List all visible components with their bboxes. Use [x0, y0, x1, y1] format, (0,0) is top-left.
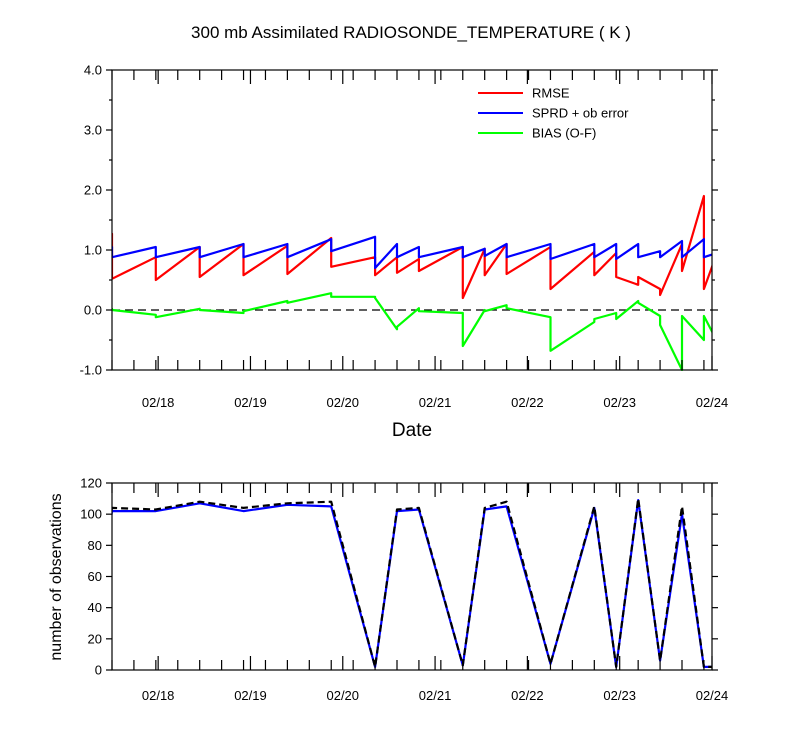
legend-label: BIAS (O-F): [532, 126, 596, 141]
top-plot-area: [112, 194, 712, 371]
x-tick-label: 02/21: [419, 395, 452, 410]
x-axis-label: Date: [392, 420, 432, 441]
series-line-possible: [112, 497, 712, 669]
y-tick-label: 40: [88, 600, 102, 615]
x-tick-label: 02/21: [419, 688, 452, 703]
x-tick-label: 02/18: [142, 688, 175, 703]
y-tick-label: 3.0: [84, 123, 102, 138]
x-tick-label: 02/19: [234, 395, 267, 410]
x-tick-label: 02/23: [603, 688, 636, 703]
y-tick-label: 60: [88, 569, 102, 584]
bottom-plot-area: [112, 497, 712, 669]
y-tick-label: 0: [95, 663, 102, 678]
legend-label: RMSE: [532, 86, 570, 101]
x-tick-label: 02/23: [603, 395, 636, 410]
y-tick-label: 80: [88, 538, 102, 553]
x-tick-label: 02/22: [511, 395, 544, 410]
top-y-axis: -1.0 0.0 1.0 2.0 3.0 4.0: [80, 63, 718, 378]
top-chart: 300 mb Assimilated RADIOSONDE_TEMPERATUR…: [80, 23, 729, 441]
bottom-y-axis: 0 20 40 60 80 100 120: [80, 476, 718, 678]
legend-label: SPRD + ob error: [532, 106, 629, 121]
bottom-x-axis: 02/18 02/19 02/20 02/21 02/22 02/23 02/24: [111, 483, 729, 703]
y-tick-label: 120: [80, 476, 102, 491]
x-tick-label: 02/24: [696, 688, 729, 703]
x-tick-label: 02/19: [234, 688, 267, 703]
x-tick-label: 02/20: [326, 395, 359, 410]
y-tick-label: -1.0: [80, 363, 102, 378]
bottom-chart: 0 20 40 60 80 100 120 02/18 02/19 02/20 02/21 02/2…: [48, 476, 728, 704]
y-axis-label: number of observations: [48, 493, 65, 660]
x-tick-label: 02/24: [696, 395, 729, 410]
series-line-rmse: [112, 194, 712, 300]
y-tick-label: 4.0: [84, 63, 102, 78]
x-tick-label: 02/18: [142, 395, 175, 410]
series-line-sprd-ob-error: [112, 235, 712, 270]
chart-title: 300 mb Assimilated RADIOSONDE_TEMPERATUR…: [191, 23, 631, 42]
legend: RMSE SPRD + ob error BIAS (O-F): [478, 86, 629, 141]
y-tick-label: 1.0: [84, 243, 102, 258]
x-tick-label: 02/20: [326, 688, 359, 703]
top-x-axis: 02/18 02/19 02/20 02/21 02/22 02/23 02/24: [111, 70, 729, 410]
y-tick-label: 20: [88, 631, 102, 646]
y-tick-label: 100: [80, 507, 102, 522]
y-tick-label: 2.0: [84, 183, 102, 198]
y-tick-label: 0.0: [84, 303, 102, 318]
series-line-bias-o-f: [112, 292, 712, 371]
x-tick-label: 02/22: [511, 688, 544, 703]
